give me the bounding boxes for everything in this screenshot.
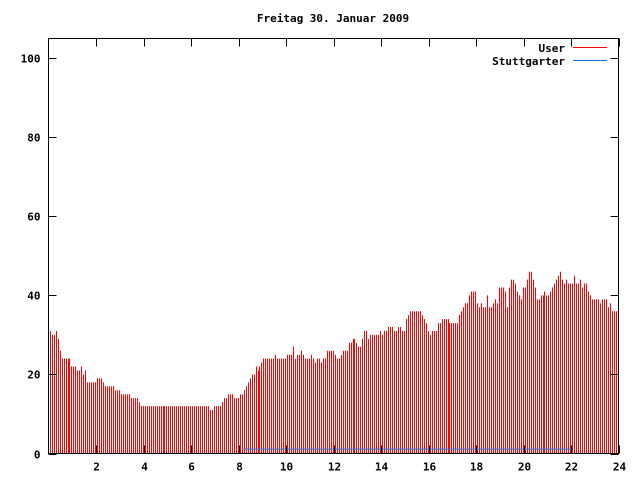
- x-tick-label: 14: [375, 461, 389, 474]
- x-tick-label: 24: [613, 461, 627, 474]
- y-tick-label: 60: [27, 211, 40, 224]
- x-tick-label: 16: [423, 461, 437, 474]
- y-tick-label: 80: [27, 132, 40, 145]
- x-tick-label: 4: [141, 461, 148, 474]
- x-tick-label: 22: [565, 461, 578, 474]
- y-tick-label: 40: [27, 290, 40, 303]
- x-tick-label: 20: [518, 461, 531, 474]
- x-tick-label: 6: [188, 461, 195, 474]
- x-tick-label: 2: [93, 461, 100, 474]
- x-tick-label: 12: [328, 461, 341, 474]
- y-tick-label: 20: [27, 369, 40, 382]
- chart-title: Freitag 30. Januar 2009: [257, 12, 409, 25]
- legend-label-user: User: [539, 42, 566, 55]
- y-tick-label: 100: [21, 53, 41, 66]
- x-tick-label: 10: [280, 461, 293, 474]
- y-tick-label: 0: [34, 449, 41, 462]
- plot-frame: [48, 38, 619, 454]
- series-user-bars: [50, 271, 619, 454]
- legend-label-stuttgarter: Stuttgarter: [492, 55, 565, 68]
- x-tick-label: 8: [236, 461, 243, 474]
- x-tick-label: 18: [470, 461, 483, 474]
